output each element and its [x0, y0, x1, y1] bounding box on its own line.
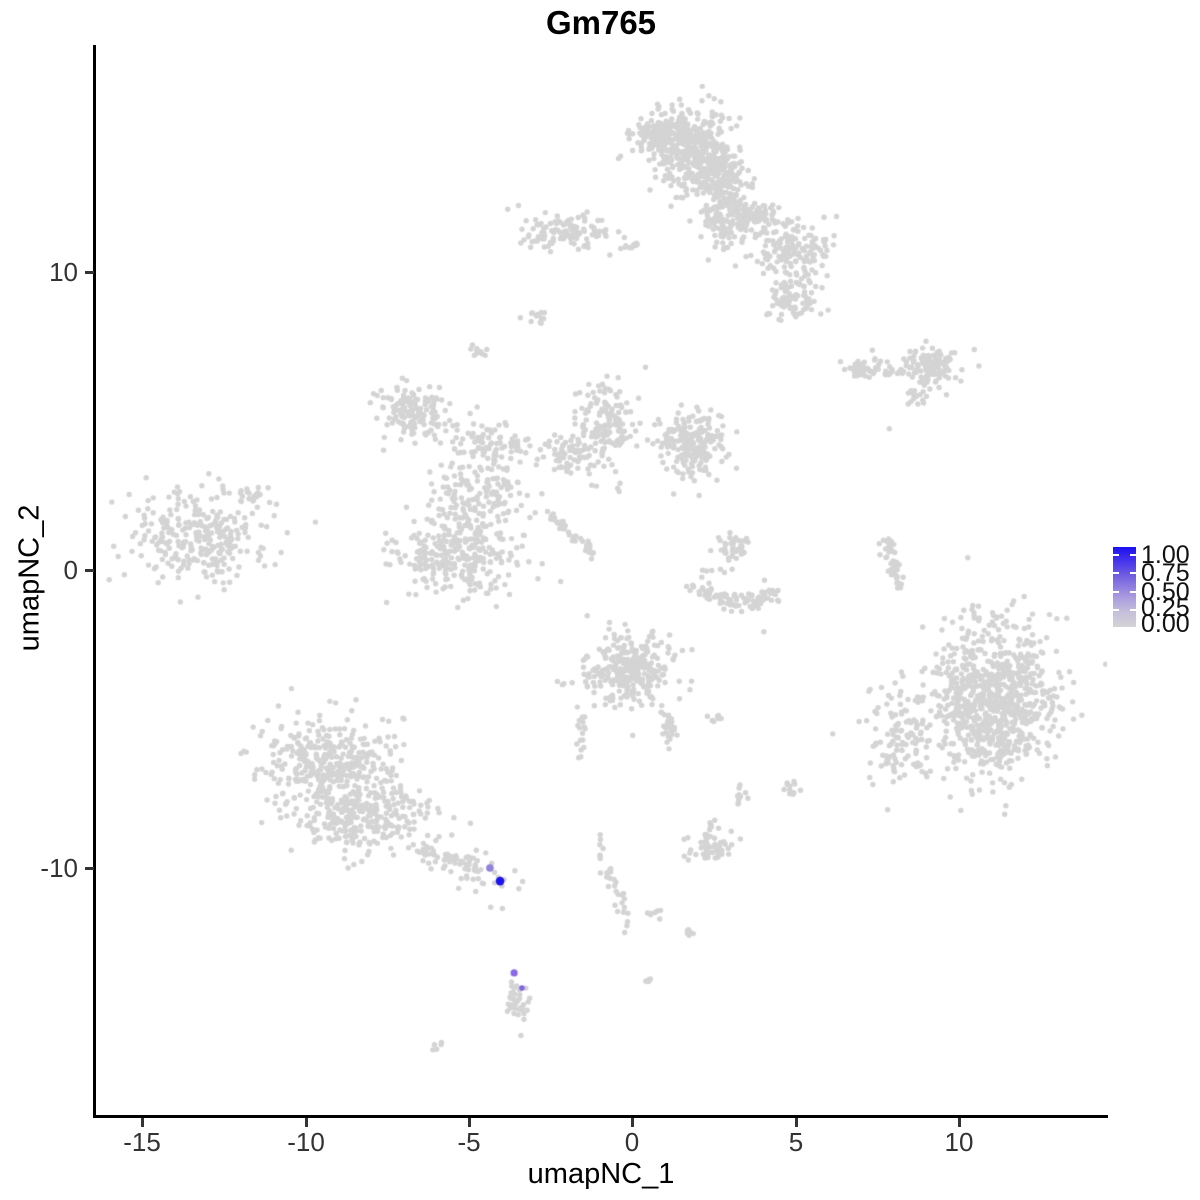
colorbar-gradient [1113, 547, 1136, 627]
y-tick-label: 0 [63, 555, 78, 585]
colorbar-tick [1113, 591, 1119, 593]
y-tick [85, 569, 94, 572]
y-tick [85, 271, 94, 274]
y-tick-label: -10 [40, 853, 78, 883]
y-tick-label: 10 [49, 257, 78, 287]
colorbar-tick [1130, 609, 1136, 611]
colorbar-tick [1113, 572, 1119, 574]
x-tick [141, 1118, 144, 1127]
x-axis-line [93, 1115, 1108, 1118]
x-tick-label: -15 [123, 1127, 161, 1157]
colorbar-label: 0.25 [1141, 594, 1190, 622]
x-tick [958, 1118, 961, 1127]
x-axis-title: umapNC_1 [527, 1158, 675, 1190]
colorbar-tick [1113, 554, 1119, 556]
y-axis-line [93, 45, 96, 1118]
x-tick [631, 1118, 634, 1127]
colorbar-label: 0.00 [1141, 610, 1190, 638]
plot-title: Gm765 [545, 4, 657, 41]
colorbar-tick [1113, 609, 1119, 611]
x-tick [305, 1118, 308, 1127]
colorbar-label: 0.75 [1141, 559, 1190, 587]
x-tick-label: 10 [944, 1127, 974, 1157]
y-axis-title: umapNC_2 [13, 504, 46, 652]
x-tick-label: 5 [788, 1127, 804, 1157]
x-tick-label: -5 [457, 1127, 481, 1157]
x-tick [468, 1118, 471, 1127]
x-tick [795, 1118, 798, 1127]
colorbar-tick [1130, 591, 1136, 593]
x-tick-label: -10 [287, 1127, 325, 1157]
y-tick [85, 867, 94, 870]
x-tick-label: 0 [624, 1127, 640, 1157]
colorbar-tick [1130, 554, 1136, 556]
colorbar-label: 1.00 [1141, 541, 1190, 569]
colorbar-label: 0.50 [1141, 578, 1190, 606]
colorbar-tick [1130, 572, 1136, 574]
